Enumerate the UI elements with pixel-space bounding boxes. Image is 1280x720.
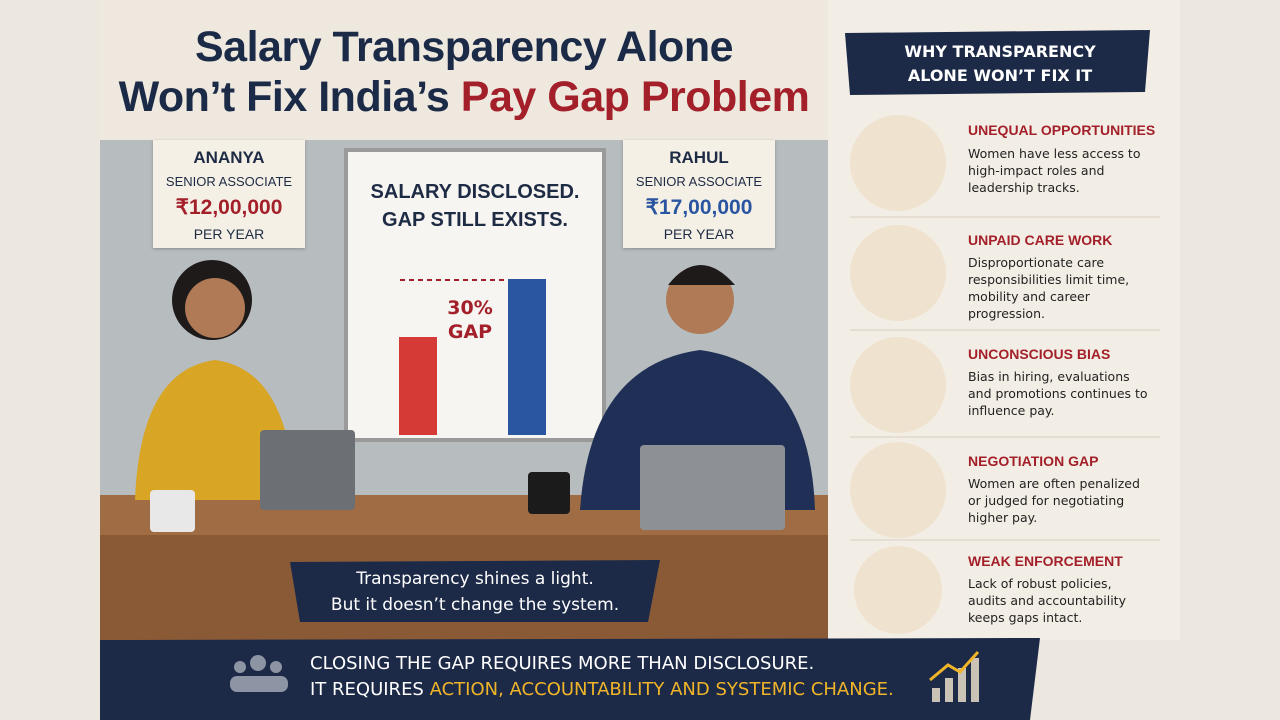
person-role: SENIOR ASSOCIATE — [165, 174, 293, 189]
people-icon — [230, 655, 288, 692]
reason-title: WEAK ENFORCEMENT — [968, 553, 1123, 569]
rahul-hair — [668, 265, 735, 285]
icon-part — [270, 661, 282, 673]
footer-band — [100, 638, 1040, 720]
caption-band — [290, 560, 660, 622]
footer-line: CLOSING THE GAP REQUIRES MORE THAN DISCL… — [310, 653, 815, 674]
footer-line: IT REQUIRES ACTION, ACCOUNTABILITY AND S… — [310, 677, 894, 702]
icon-care — [850, 225, 946, 321]
growth-arrow — [929, 650, 980, 682]
panel-heading-line: WHY TRANSPARENCY — [904, 42, 1096, 61]
icon-part — [932, 688, 940, 702]
person-card: RAHUL SENIOR ASSOCIATE ₹17,00,000 PER YE… — [623, 140, 775, 248]
laptop-right — [640, 445, 785, 530]
reason-text: Women are often penalized or judged for … — [968, 476, 1140, 525]
footer-highlight: ACTION, ACCOUNTABILITY AND SYSTEMIC CHAN… — [429, 679, 894, 700]
person-period: PER YEAR — [193, 226, 265, 242]
icon-part — [958, 668, 966, 702]
person-card: ANANYA SENIOR ASSOCIATE ₹12,00,000 PER Y… — [153, 140, 305, 248]
title-highlight: Pay Gap Problem — [460, 73, 810, 121]
caption: Transparency shines a light. But it does… — [290, 566, 660, 618]
reason-text: Bias in hiring, evaluations and promotio… — [968, 369, 1148, 418]
person-name: ANANYA — [193, 148, 265, 167]
person-role: SENIOR ASSOCIATE — [635, 174, 763, 189]
person-salary: ₹12,00,000 — [175, 196, 283, 219]
icon-enforcement — [854, 546, 942, 634]
panel-heading-band — [845, 30, 1150, 95]
icon-part — [230, 676, 288, 692]
reason-text: Disproportionate care responsibilities l… — [968, 255, 1130, 321]
title-line: Won’t Fix India’s Pay Gap Problem — [100, 72, 828, 122]
caption-line: But it doesn’t change the system. — [330, 595, 620, 615]
title-line: Salary Transparency Alone — [195, 23, 734, 71]
gap-word: GAP — [447, 321, 493, 343]
icon-part — [971, 658, 979, 702]
icon-part — [945, 678, 953, 702]
whiteboard-heading: SALARY DISCLOSED. GAP STILL EXISTS. — [350, 178, 600, 234]
ananya-body — [135, 360, 295, 500]
gap-value: 30% — [447, 297, 493, 319]
icon-part — [234, 661, 246, 673]
icon-bias — [850, 337, 946, 433]
reason-text: Women have less access to high-impact ro… — [968, 146, 1141, 195]
reason-title: UNEQUAL OPPORTUNITIES — [968, 122, 1156, 138]
panel-heading: WHY TRANSPARENCY ALONE WON’T FIX IT — [850, 40, 1150, 88]
footer-text: IT REQUIRES — [310, 679, 424, 700]
whiteboard-line: GAP STILL EXISTS. — [382, 209, 568, 231]
dividers — [850, 216, 1160, 541]
mug — [150, 490, 195, 532]
laptop-left — [260, 430, 355, 510]
reason-title: UNPAID CARE WORK — [968, 232, 1113, 248]
reason-title: UNCONSCIOUS BIAS — [968, 346, 1111, 362]
gap-label: 30% GAP — [430, 296, 510, 344]
whiteboard-line: SALARY DISCLOSED. — [370, 181, 580, 203]
title-bg — [100, 0, 828, 140]
icon-negotiation — [850, 442, 946, 538]
bar-rahul — [508, 279, 546, 435]
whiteboard — [344, 148, 606, 442]
title-text: Won’t Fix India’s — [118, 73, 450, 121]
title: Salary Transparency Alone Won’t Fix Indi… — [100, 22, 828, 122]
reason-title: NEGOTIATION GAP — [968, 453, 1099, 469]
icon-part — [250, 655, 266, 671]
person-name: RAHUL — [669, 148, 729, 167]
icon-opportunities — [850, 115, 946, 211]
caption-line: Transparency shines a light. — [356, 569, 594, 589]
growth-icon — [932, 658, 979, 702]
person-salary: ₹17,00,000 — [645, 196, 753, 219]
person-period: PER YEAR — [663, 226, 735, 242]
panel-heading-line: ALONE WON’T FIX IT — [907, 66, 1093, 85]
reason-text: Lack of robust policies, audits and acco… — [968, 576, 1126, 625]
mug — [528, 472, 570, 514]
icon-circles — [850, 115, 946, 634]
ananya-face — [185, 278, 245, 338]
bar-ananya — [399, 337, 437, 435]
